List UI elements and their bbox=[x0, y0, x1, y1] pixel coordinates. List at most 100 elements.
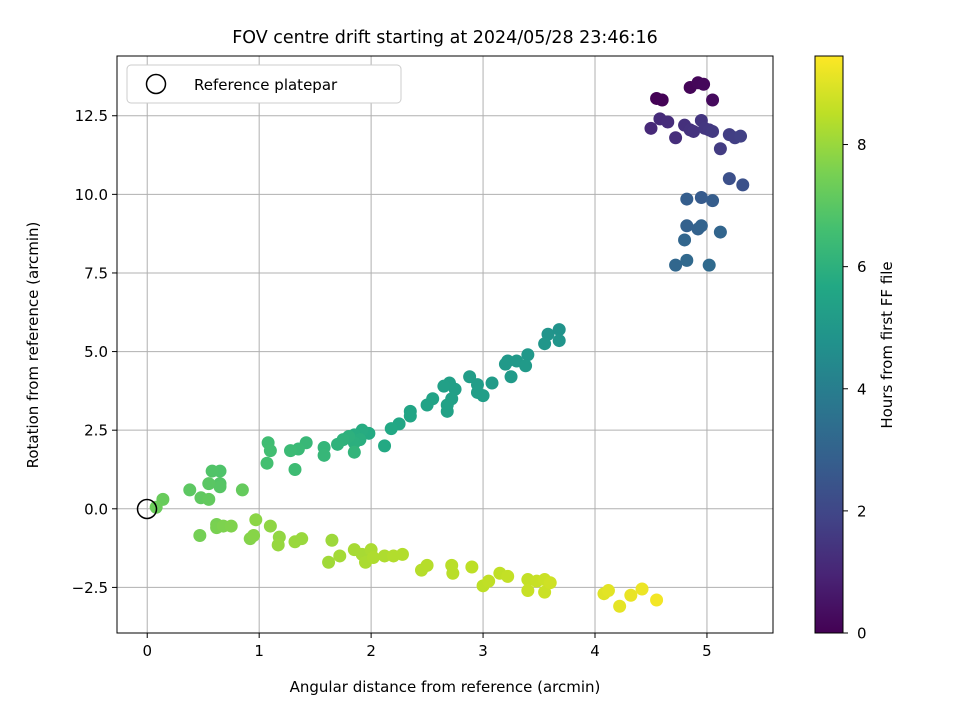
data-point bbox=[713, 225, 727, 239]
colorbar-tick-label: 4 bbox=[857, 380, 867, 398]
y-axis-ticks: −2.5 0.0 2.5 5.0 7.5 10.0 12.5 bbox=[72, 107, 117, 597]
colorbar: 0 2 4 6 8 Hours from first FF file bbox=[814, 55, 896, 643]
data-point bbox=[366, 551, 380, 565]
data-point bbox=[347, 445, 361, 459]
data-point bbox=[624, 588, 638, 602]
y-tick-label: 7.5 bbox=[84, 264, 108, 282]
legend-marker-icon bbox=[145, 73, 167, 95]
data-point bbox=[655, 93, 669, 107]
data-point bbox=[734, 129, 748, 143]
colorbar-gradient bbox=[814, 55, 844, 634]
data-point bbox=[498, 357, 512, 371]
x-tick-label: 0 bbox=[142, 642, 152, 660]
colorbar-tick-label: 2 bbox=[857, 502, 867, 520]
data-point bbox=[295, 532, 309, 546]
data-point bbox=[694, 219, 708, 233]
data-point bbox=[271, 538, 285, 552]
data-point bbox=[669, 258, 683, 272]
reference-platepar-marker bbox=[136, 498, 158, 520]
plot-frame bbox=[116, 55, 774, 634]
data-point bbox=[736, 178, 750, 192]
x-axis-label: Angular distance from reference (arcmin) bbox=[290, 678, 601, 696]
data-point bbox=[538, 585, 552, 599]
data-point bbox=[644, 121, 658, 135]
data-points bbox=[149, 76, 750, 613]
data-point bbox=[635, 582, 649, 596]
colorbar-tick-label: 0 bbox=[857, 625, 867, 643]
data-point bbox=[202, 477, 216, 491]
data-point bbox=[465, 560, 479, 574]
colorbar-label: Hours from first FF file bbox=[878, 261, 896, 428]
x-tick-label: 5 bbox=[702, 642, 712, 660]
data-point bbox=[384, 422, 398, 436]
legend: Reference platepar bbox=[126, 64, 402, 104]
data-point bbox=[395, 547, 409, 561]
data-point bbox=[521, 584, 535, 598]
y-tick-label: −2.5 bbox=[72, 579, 108, 597]
data-point bbox=[680, 192, 694, 206]
data-point bbox=[482, 574, 496, 588]
y-axis-label: Rotation from reference (arcmin) bbox=[24, 222, 42, 469]
data-point bbox=[378, 549, 392, 563]
data-point bbox=[601, 584, 615, 598]
colorbar-tick-label: 6 bbox=[857, 258, 867, 276]
data-point bbox=[193, 529, 207, 543]
data-point bbox=[706, 194, 720, 208]
colorbar-tick-label: 8 bbox=[857, 136, 867, 154]
data-point bbox=[263, 444, 277, 458]
y-tick-label: 5.0 bbox=[84, 343, 108, 361]
y-tick-label: 0.0 bbox=[84, 500, 108, 518]
data-point bbox=[519, 359, 533, 373]
x-tick-label: 4 bbox=[590, 642, 600, 660]
data-point bbox=[713, 142, 727, 156]
data-point bbox=[183, 483, 197, 497]
data-point bbox=[249, 513, 263, 527]
colorbar-ticks: 0 2 4 6 8 bbox=[843, 136, 867, 643]
y-tick-label: 12.5 bbox=[75, 107, 108, 125]
data-point bbox=[504, 370, 518, 384]
data-point bbox=[552, 323, 566, 337]
data-point bbox=[202, 492, 216, 506]
data-point bbox=[333, 549, 347, 563]
data-point bbox=[446, 566, 460, 580]
data-point bbox=[322, 555, 336, 569]
data-point bbox=[613, 599, 627, 613]
data-point bbox=[476, 389, 490, 403]
x-tick-label: 3 bbox=[478, 642, 488, 660]
data-point bbox=[420, 558, 434, 572]
data-point bbox=[260, 456, 274, 470]
data-point bbox=[694, 190, 708, 204]
y-tick-label: 10.0 bbox=[75, 186, 108, 204]
data-point bbox=[325, 533, 339, 547]
data-point bbox=[331, 437, 345, 451]
y-tick-label: 2.5 bbox=[84, 422, 108, 440]
data-point bbox=[437, 379, 451, 393]
data-point bbox=[403, 409, 417, 423]
data-point bbox=[440, 404, 454, 418]
data-point bbox=[378, 439, 392, 453]
data-point bbox=[205, 464, 219, 478]
data-point bbox=[702, 258, 716, 272]
data-point bbox=[521, 348, 535, 362]
data-point bbox=[680, 219, 694, 233]
data-point bbox=[543, 576, 557, 590]
data-point bbox=[669, 131, 683, 145]
data-point bbox=[284, 444, 298, 458]
data-point bbox=[317, 448, 331, 462]
data-point bbox=[485, 376, 499, 390]
data-point bbox=[213, 480, 227, 494]
x-tick-label: 1 bbox=[254, 642, 264, 660]
data-point bbox=[661, 115, 675, 129]
data-point bbox=[706, 93, 720, 107]
data-point bbox=[288, 462, 302, 476]
chart-title: FOV centre drift starting at 2024/05/28 … bbox=[232, 28, 658, 48]
data-point bbox=[501, 569, 515, 583]
data-point bbox=[235, 483, 249, 497]
data-point bbox=[247, 529, 261, 543]
data-point bbox=[680, 253, 694, 267]
x-tick-label: 2 bbox=[366, 642, 376, 660]
data-point bbox=[420, 398, 434, 412]
legend-entry-reference-platepar: Reference platepar bbox=[194, 76, 338, 94]
legend-box bbox=[126, 64, 402, 104]
